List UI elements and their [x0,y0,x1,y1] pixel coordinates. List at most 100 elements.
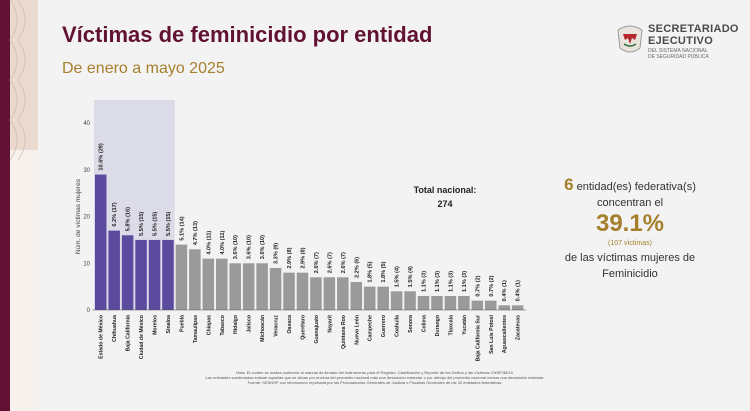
category-label: Coahuila [395,315,401,337]
category-label: Aguascalientes [502,315,508,353]
bar [417,295,430,310]
data-label: 2.6% (7) [327,252,333,273]
category-label: Guerrero [381,315,387,337]
y-tick-label: 10 [83,261,90,267]
data-label: 2.9% (8) [287,247,293,268]
logo-line3: DEL SISTEMA NACIONAL [648,48,708,54]
category-label: Hidalgo [233,315,239,334]
category-label: Ciudad de México [139,315,145,359]
summary-line1: entidad(es) federativa(s) [576,181,696,193]
bar [350,281,363,310]
note-line3: Fuente: SESNSP con información reportada… [247,380,503,385]
category-label: Campeche [368,315,374,341]
logo: SECRETARIADO EJECUTIVO DEL SISTEMA NACIO… [614,22,744,62]
bar [511,305,524,310]
total-nacional: Total nacional: 274 [400,183,490,211]
data-label: 4.0% (11) [206,231,212,255]
data-label: 5.8% (16) [126,207,132,231]
bar [458,295,470,310]
category-label: Quintana Roo [341,315,347,349]
data-label: 10.6% (29) [99,143,105,170]
note-line1: Nota: El conteo se realiza conforme al m… [236,370,514,375]
category-label: Puebla [179,315,185,332]
y-tick-label: 40 [83,121,90,127]
data-label: 2.6% (7) [341,252,347,273]
y-tick-label: 0 [87,308,91,314]
category-label: Jalisco [247,315,253,333]
category-label: Chihuahua [112,315,118,342]
bar [444,295,457,310]
data-label: 0.4% (1) [502,280,508,301]
data-label: 5.5% (15) [153,212,159,236]
bar [148,239,161,310]
category-label: Tabasco [220,315,226,336]
data-label: 2.6% (7) [314,252,320,273]
footnotes: Nota: El conteo se realiza conforme al m… [75,370,675,385]
data-label: 1.1% (3) [435,271,441,292]
y-tick-label: 30 [83,168,90,174]
category-label: Colima [422,315,428,332]
bar [363,286,376,310]
summary-line4: Feminicidio [602,268,658,280]
bar [471,300,484,310]
bars [94,174,524,310]
y-tick-label: 20 [83,215,90,221]
category-label: Yucatán [462,315,468,335]
bar [175,244,188,310]
data-label: 3.6% (10) [233,235,239,259]
category-label: Durango [435,315,441,336]
bar [202,258,215,310]
summary-line2: concentran el [596,197,664,209]
summary-victims: (107 víctimas) [608,240,652,247]
bar [498,305,510,310]
page-subtitle: De enero a mayo 2025 [62,60,225,77]
bar [404,291,416,310]
value-labels: 10.6% (29) 6.2% (17) 5.8% (16) 5.5% (15) 5.5… [99,143,522,301]
bar [310,277,322,310]
bar [296,272,309,310]
data-label: 5.5% (15) [166,212,172,236]
highlight-band [94,100,175,310]
eagle-emblem-icon [617,25,643,53]
category-label: San Luis Potosí [489,314,495,353]
note-line2: Las entidades sombreadas indican aquella… [205,375,545,380]
logo-line2: EJECUTIVO [648,35,714,47]
bar [256,263,268,310]
logo-line1: SECRETARIADO [648,23,739,35]
category-label: Baja California Sur [475,315,481,361]
category-label: Morelos [153,315,159,335]
data-label: 1.1% (3) [422,271,428,292]
summary-box: 6 entidad(es) federativa(s) concentran e… [530,176,730,282]
data-label: 2.2% (6) [354,257,360,278]
total-label: Total nacional: [413,185,477,195]
bar [485,300,497,310]
category-label: Estado de México [99,315,105,359]
bar [216,258,228,310]
data-label: 3.3% (9) [274,243,280,264]
data-label: 5.5% (15) [139,212,145,236]
bar [269,267,282,310]
data-label: 1.5% (4) [395,266,401,287]
data-label: 1.8% (5) [368,261,374,282]
bar [135,239,147,310]
data-label: 0.7% (2) [489,275,495,296]
bar [390,291,403,310]
category-label: Baja California [126,315,132,351]
category-label: Tamaulipas [193,315,199,343]
data-label: 4.0% (11) [220,231,226,255]
bar [162,239,174,310]
bar [121,235,134,310]
category-label: Chiapas [206,315,212,335]
logo-line4: DE SEGURIDAD PÚBLICA [648,54,709,60]
data-label: 1.8% (5) [381,261,387,282]
data-label: 4.7% (13) [193,221,199,245]
bar [108,230,120,310]
data-label: 6.2% (17) [112,202,118,226]
bar [189,249,201,310]
category-label: Querétaro [300,315,306,340]
data-label: 0.4% (1) [516,280,522,301]
data-label: 3.6% (10) [247,235,253,259]
y-axis: 0 10 20 30 40 [83,121,90,314]
